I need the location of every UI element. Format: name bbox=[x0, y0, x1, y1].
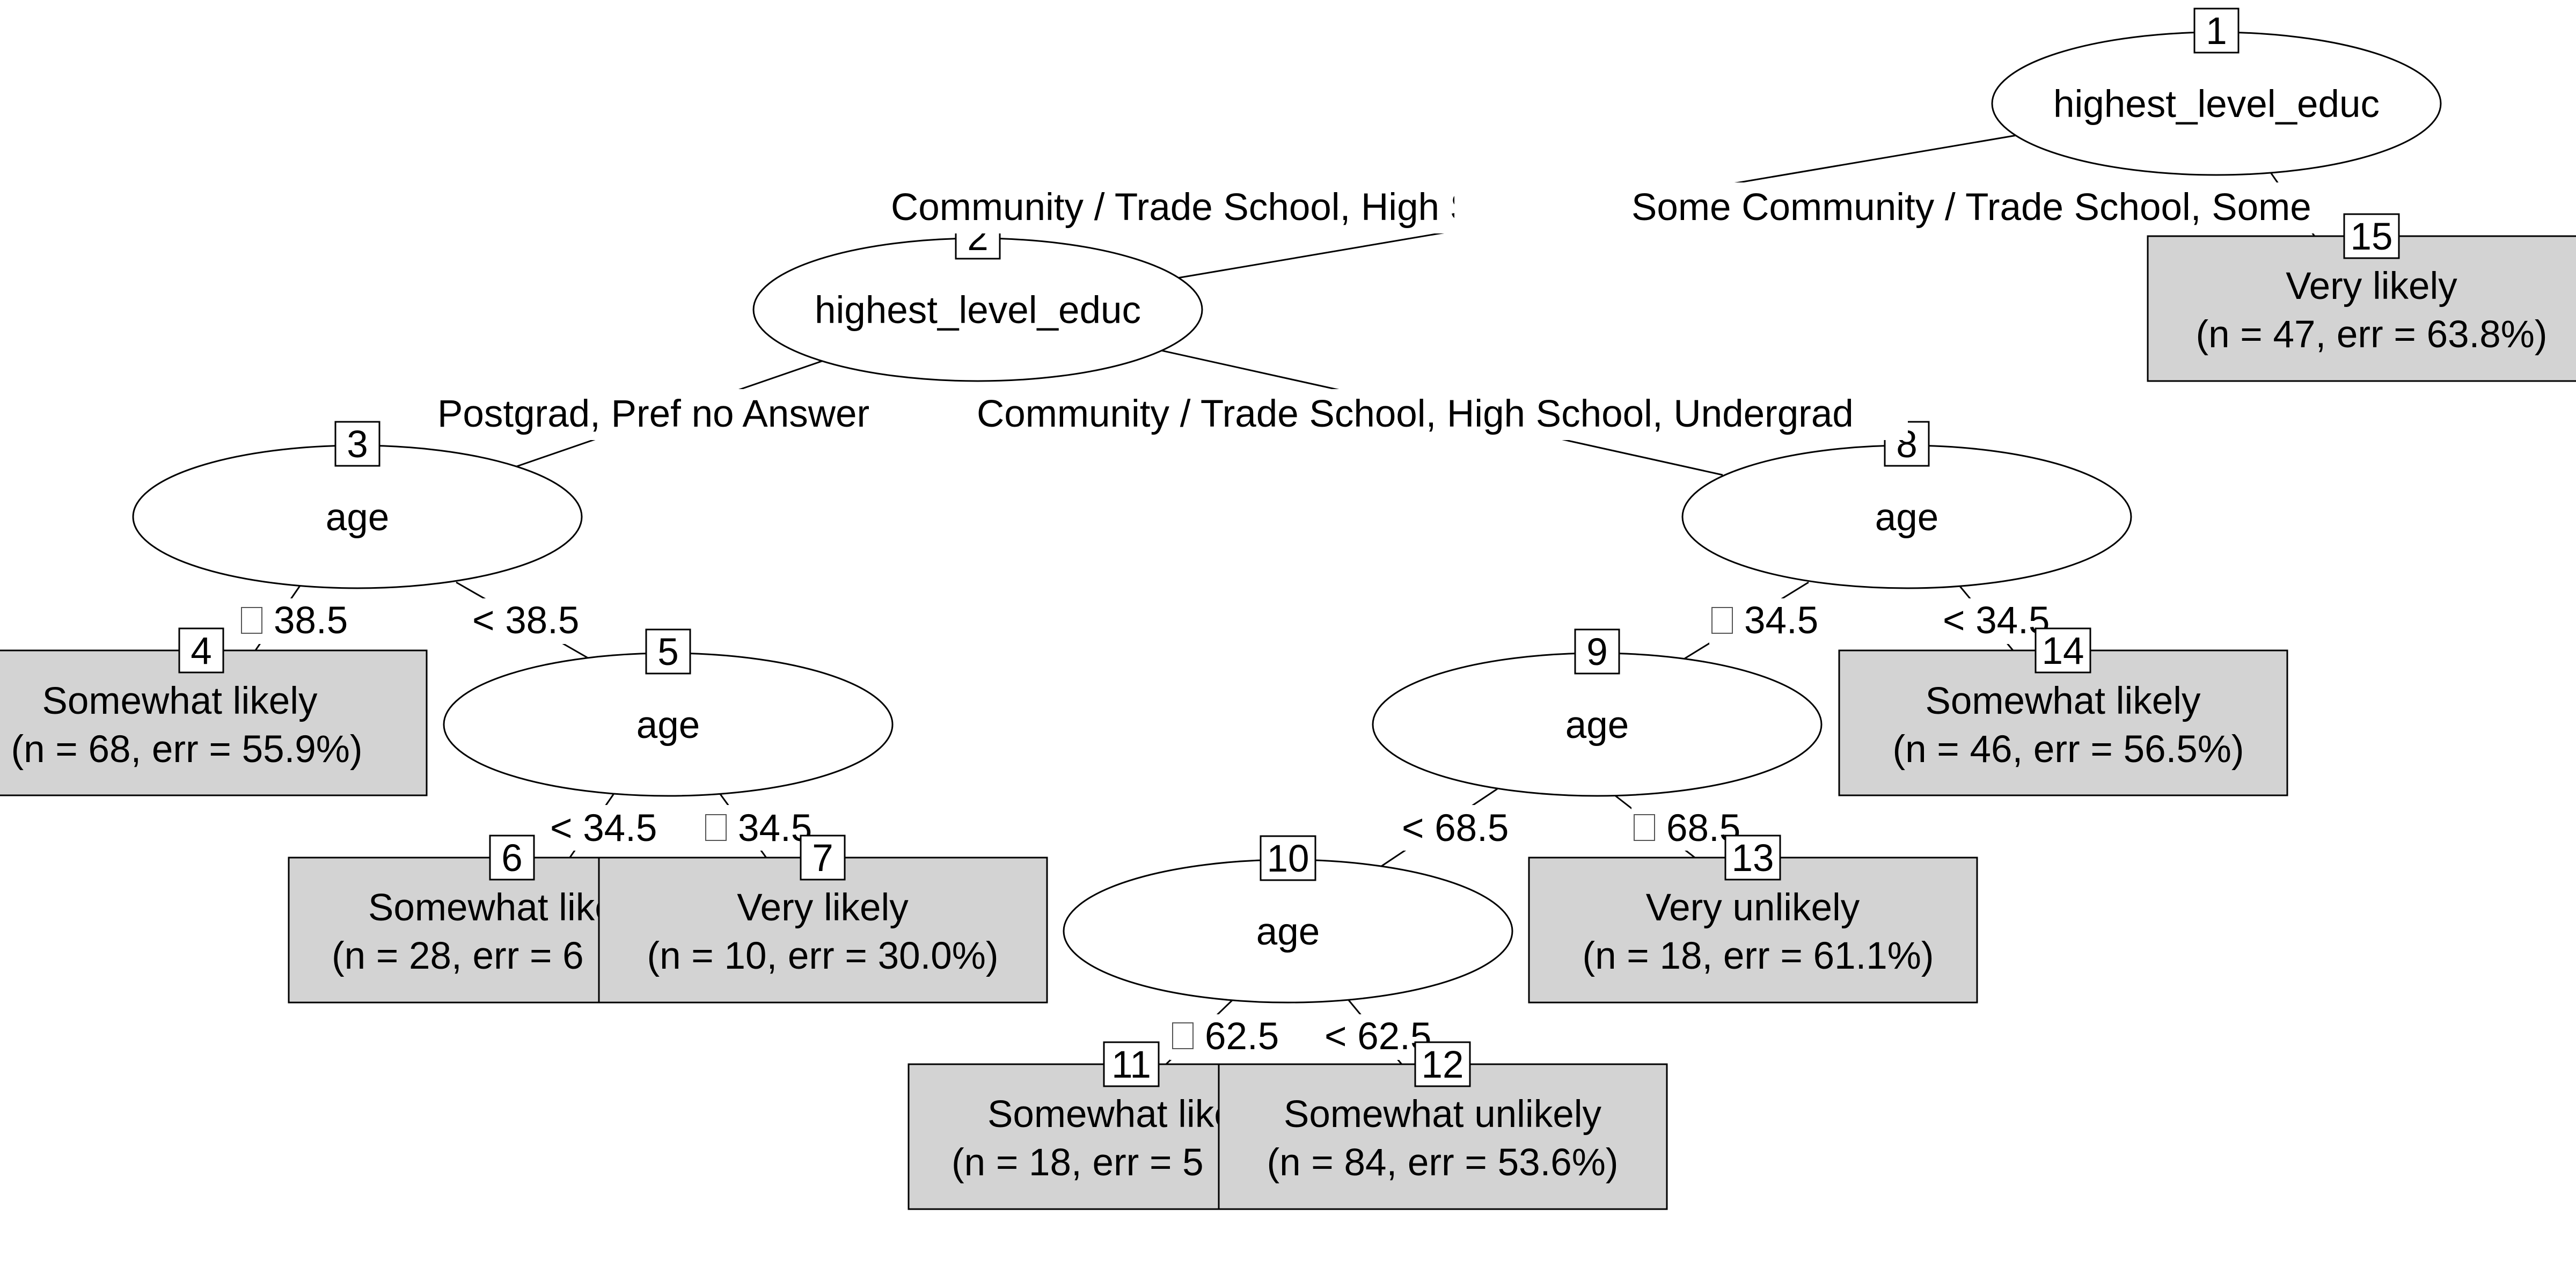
leaf-stats: (n = 18, err = 61.1%) bbox=[1582, 935, 1934, 977]
node-label: age bbox=[326, 496, 389, 539]
node-id-box bbox=[1103, 1041, 1160, 1087]
geq-glyph bbox=[1711, 607, 1733, 634]
node-label: age bbox=[1565, 704, 1629, 747]
leaf-node-13: Very unlikely (n = 18, err = 61.1%) 13 bbox=[1528, 835, 1978, 1004]
leaf-node-4: Somewhat likely (n = 68, err = 55.9%) 4 bbox=[0, 627, 428, 796]
geq-glyph bbox=[241, 607, 262, 634]
node-id-box bbox=[1260, 835, 1316, 881]
leaf-stats: (n = 46, err = 56.5%) bbox=[1892, 728, 2244, 771]
node-id: 14 bbox=[2042, 630, 2084, 672]
geq-glyph bbox=[1172, 1022, 1194, 1049]
leaf-class: Very unlikely bbox=[1646, 887, 1860, 929]
leaf-stats: (n = 68, err = 55.9%) bbox=[11, 728, 362, 771]
leaf-box bbox=[0, 649, 428, 796]
leaf-node-12: Somewhat unlikely (n = 84, err = 53.6%) … bbox=[1218, 1041, 1668, 1210]
node-id-box bbox=[178, 627, 224, 674]
node-label: highest_level_educ bbox=[2053, 83, 2380, 126]
node-id-box bbox=[1724, 835, 1781, 881]
leaf-stats: (n = 28, err = 6 bbox=[332, 935, 584, 977]
leaf-stats: (n = 10, err = 30.0%) bbox=[647, 935, 998, 977]
edge-label-4: 38.5 bbox=[274, 599, 348, 642]
geq-glyph bbox=[705, 814, 727, 841]
edge-label-9: 34.5 bbox=[1744, 599, 1818, 642]
node-id-box bbox=[2035, 627, 2091, 674]
node-id-box bbox=[645, 628, 691, 675]
leaf-node-14: Somewhat likely (n = 46, err = 56.5%) 14 bbox=[1838, 627, 2288, 796]
edge-label-3: Postgrad, Pref no Answer bbox=[437, 393, 869, 435]
geq-glyph bbox=[1634, 814, 1655, 841]
node-id: 7 bbox=[812, 837, 833, 880]
edge-label-2-right: Some Community / Trade School, Some bbox=[1631, 186, 2311, 229]
node-id-box bbox=[489, 835, 535, 881]
inner-node-8: age 8 bbox=[1681, 421, 2132, 589]
edge-label-8: Community / Trade School, High School, U… bbox=[977, 393, 1854, 435]
inner-node-5: age 5 bbox=[443, 628, 894, 797]
node-id: 6 bbox=[501, 837, 523, 880]
edge-labels: Community / Trade School, High School, P… bbox=[239, 182, 2563, 1060]
leaf-node-15: Very likely (n = 47, err = 63.8%) 15 bbox=[2147, 213, 2576, 382]
edge-label-14: < 34.5 bbox=[1943, 599, 2050, 642]
edge-label-12: < 62.5 bbox=[1324, 1015, 1431, 1058]
node-label: age bbox=[1875, 496, 1938, 539]
node-label: age bbox=[636, 704, 700, 747]
leaf-class: Somewhat likely bbox=[42, 680, 318, 722]
node-id: 11 bbox=[1111, 1044, 1151, 1086]
leaf-node-7: Very likely (n = 10, err = 30.0%) 7 bbox=[598, 835, 1048, 1004]
node-id: 15 bbox=[2351, 216, 2393, 258]
edge-label-11: 62.5 bbox=[1205, 1015, 1279, 1058]
node-id: 3 bbox=[347, 423, 368, 466]
leaf-class: Very likely bbox=[2286, 265, 2457, 308]
inner-node-2: highest_level_educ 2 bbox=[752, 214, 1203, 382]
leaf-stats: (n = 18, err = 5 bbox=[952, 1141, 1204, 1184]
inner-node-3: age 3 bbox=[132, 421, 583, 589]
inner-node-9: age 9 bbox=[1372, 628, 1823, 797]
node-label: age bbox=[1256, 911, 1320, 953]
leaf-box bbox=[1528, 857, 1978, 1004]
edge-label-10: < 68.5 bbox=[1402, 807, 1509, 850]
node-id: 9 bbox=[1586, 631, 1608, 674]
leaf-class: Somewhat likely bbox=[987, 1093, 1263, 1136]
node-id: 1 bbox=[2206, 10, 2227, 53]
node-id: 5 bbox=[657, 631, 679, 674]
node-id-box bbox=[800, 835, 846, 881]
node-id: 12 bbox=[1422, 1044, 1464, 1086]
leaf-stats: (n = 84, err = 53.6%) bbox=[1267, 1141, 1618, 1184]
edge-label-7: 34.5 bbox=[738, 807, 812, 850]
leaf-class: Very likely bbox=[737, 887, 909, 929]
leaf-class: Somewhat unlikely bbox=[1284, 1093, 1601, 1136]
node-label: highest_level_educ bbox=[815, 289, 1141, 332]
edge-label-6: < 34.5 bbox=[550, 807, 657, 850]
node-id: 13 bbox=[1732, 837, 1774, 880]
leaf-box bbox=[1838, 649, 2288, 796]
leaf-stats: (n = 47, err = 63.8%) bbox=[2196, 313, 2547, 356]
leaf-box bbox=[598, 857, 1048, 1004]
inner-node-1: highest_level_educ 1 bbox=[1991, 8, 2442, 176]
leaf-class: Somewhat likely bbox=[368, 887, 643, 929]
node-id-box bbox=[1574, 628, 1620, 675]
node-id: 10 bbox=[1267, 838, 1309, 880]
node-id-box bbox=[2343, 213, 2400, 259]
node-id-box bbox=[2193, 8, 2240, 54]
leaf-box bbox=[1218, 1063, 1668, 1210]
leaf-class: Somewhat likely bbox=[1926, 680, 2201, 722]
leaf-box bbox=[2147, 235, 2576, 382]
node-id-box bbox=[1414, 1041, 1471, 1087]
edge-label-5: < 38.5 bbox=[472, 599, 579, 642]
node-id: 4 bbox=[191, 630, 212, 672]
inner-node-10: age 10 bbox=[1063, 835, 1513, 1004]
node-id-box bbox=[334, 421, 380, 467]
